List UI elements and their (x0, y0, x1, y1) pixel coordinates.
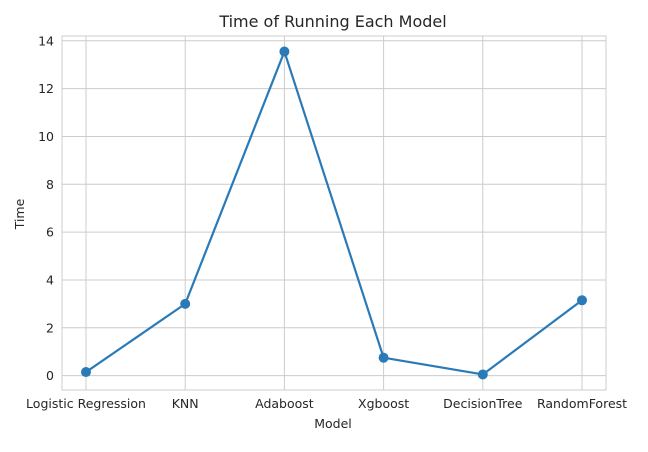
data-point (477, 369, 488, 380)
x-tick-label: DecisionTree (443, 396, 523, 411)
x-tick-label: KNN (172, 396, 199, 411)
y-tick-label: 14 (38, 33, 54, 48)
data-point (180, 298, 191, 309)
data-point (279, 46, 290, 57)
x-tick-labels: Logistic Regression KNN Adaboost Xgboost Dec… (26, 396, 627, 411)
x-axis-label: Model (314, 416, 352, 431)
y-tick-label: 12 (38, 81, 54, 96)
data-point (577, 295, 587, 306)
x-tick-label: Adaboost (255, 396, 314, 411)
data-point (81, 367, 91, 378)
data-point (378, 352, 389, 363)
y-tick-label: 10 (38, 129, 54, 144)
x-tick-label: RandomForest (537, 396, 627, 411)
y-tick-label: 8 (46, 177, 54, 192)
series-line (85, 50, 583, 376)
y-tick-label: 0 (46, 368, 54, 383)
y-tick-label: 6 (46, 225, 54, 240)
grid (62, 36, 606, 390)
y-axis-label: Time (12, 198, 27, 230)
series-points (81, 46, 587, 380)
x-tick-label: Xgboost (358, 396, 409, 411)
y-tick-label: 2 (46, 320, 54, 335)
y-tick-labels: 0 2 4 6 8 10 12 14 (38, 33, 54, 383)
x-tick-label: Logistic Regression (26, 396, 146, 411)
chart-title: Time of Running Each Model (218, 12, 446, 31)
plot-frame (61, 35, 607, 391)
y-tick-label: 4 (46, 272, 54, 287)
